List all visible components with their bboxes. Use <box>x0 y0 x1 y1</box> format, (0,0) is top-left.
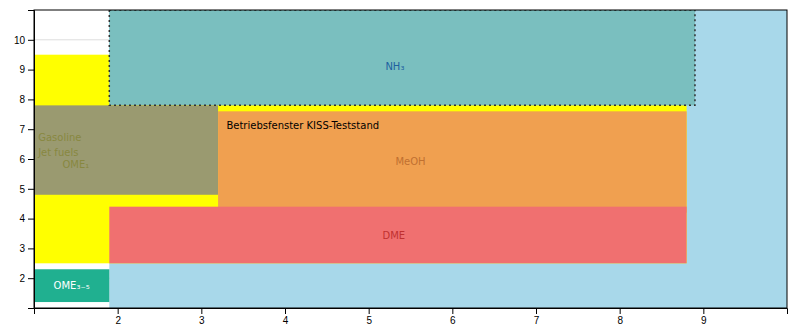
tick-label: 4 <box>283 315 289 326</box>
tick-mark <box>28 219 34 220</box>
tick: 3 <box>199 308 205 326</box>
tick-label: 2 <box>115 315 121 326</box>
tick-label: 8 <box>617 315 623 326</box>
tick-label: 4 <box>19 213 25 224</box>
region <box>109 207 686 264</box>
plot-frame <box>34 10 787 308</box>
outline <box>109 10 695 105</box>
tick: 6 <box>450 308 456 326</box>
region <box>34 105 218 194</box>
tick: 5 <box>19 184 34 195</box>
tick-mark <box>703 308 704 314</box>
tick: 10 <box>14 35 34 46</box>
tick-mark <box>536 308 537 314</box>
tick: 5 <box>366 308 372 326</box>
chart: 234567892345678910NH₃GasolineJet fuelsOM… <box>0 0 799 332</box>
tick: 8 <box>617 308 623 326</box>
region <box>218 111 687 212</box>
tick-mark <box>201 308 202 314</box>
tick: 9 <box>701 308 707 326</box>
tick: 6 <box>19 154 34 165</box>
tick-label: 7 <box>19 124 25 135</box>
tick: 3 <box>19 243 34 254</box>
tick-mark <box>369 308 370 314</box>
axis-line <box>28 11 35 309</box>
annotation: Betriebsfenster KISS-Teststand <box>226 120 379 131</box>
tick-label: 9 <box>701 315 707 326</box>
tick-mark <box>285 308 286 314</box>
tick-mark <box>452 308 453 314</box>
tick-mark <box>118 308 119 314</box>
annotation: MeOH <box>395 156 425 167</box>
x-axis: 2 3 4 5 6 7 8 9 <box>35 308 788 326</box>
region <box>109 10 695 105</box>
tick: 7 <box>534 308 540 326</box>
tick-mark <box>28 278 34 279</box>
tick-mark <box>28 99 34 100</box>
tick: 4 <box>283 308 289 326</box>
annotation: DME <box>382 230 405 241</box>
y-axis: 2 3 4 5 6 7 8 9 10 <box>14 11 35 309</box>
plot-area <box>34 10 787 308</box>
tick-label: 10 <box>14 35 26 46</box>
tick-label: 3 <box>199 315 205 326</box>
annotations: NH₃ Gasoline Jet fuelsOME₁ Betriebsfenster … <box>37 61 425 291</box>
grid <box>34 10 787 308</box>
tick-mark <box>28 248 34 249</box>
tick-mark <box>28 40 34 41</box>
tick: 2 <box>19 273 34 284</box>
tick: 9 <box>19 64 34 75</box>
tick-label: 6 <box>450 315 456 326</box>
tick-mark <box>28 159 34 160</box>
annotation: OME₁ <box>62 159 89 170</box>
tick: 2 <box>115 308 121 326</box>
tick-label: 6 <box>19 154 25 165</box>
tick: 8 <box>19 94 34 105</box>
tick-mark <box>28 129 34 130</box>
region <box>34 269 109 302</box>
tick-mark <box>28 70 34 71</box>
axis-line <box>35 309 788 315</box>
annotation: OME₃₋₅ <box>54 280 90 291</box>
tick: 4 <box>19 213 34 224</box>
tick-label: 2 <box>19 273 25 284</box>
tick-label: 9 <box>19 64 25 75</box>
tick-label: 5 <box>366 315 372 326</box>
tick-label: 7 <box>534 315 540 326</box>
annotation: Jet fuels <box>37 147 78 158</box>
tick-label: 3 <box>19 243 25 254</box>
tick-mark <box>620 308 621 314</box>
tick-mark <box>28 189 34 190</box>
annotation: NH₃ <box>385 61 404 72</box>
annotation: Gasoline <box>38 132 81 143</box>
tick-label: 8 <box>19 94 25 105</box>
tick: 7 <box>19 124 34 135</box>
tick-label: 5 <box>19 184 25 195</box>
